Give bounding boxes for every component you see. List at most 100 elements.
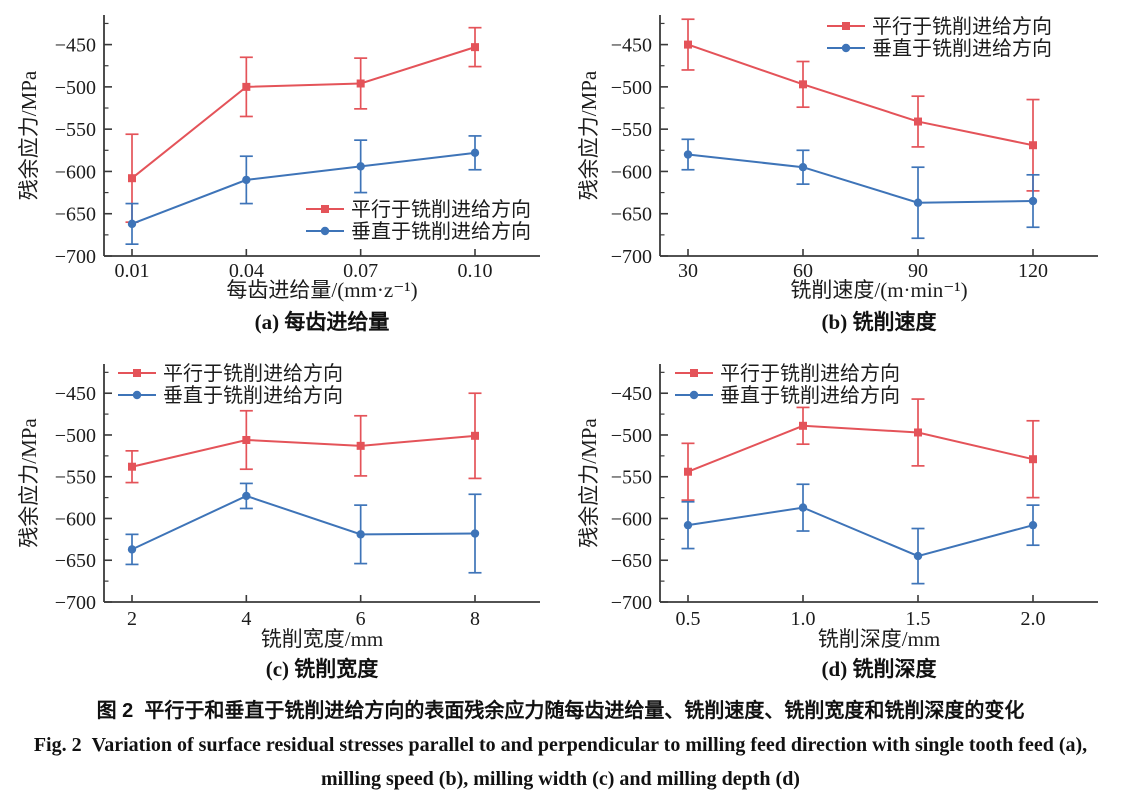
y-tick-label: −550 xyxy=(611,467,652,489)
y-tick-label: −450 xyxy=(611,383,652,405)
x-tick-label: 30 xyxy=(678,260,698,282)
series-line-perpendicular xyxy=(687,153,1034,204)
data-point-circle xyxy=(798,163,808,172)
x-tick-label: 120 xyxy=(1018,260,1048,282)
legend-marker-circle xyxy=(689,390,699,400)
legend-marker-circle xyxy=(132,390,142,400)
data-point-circle xyxy=(913,551,923,561)
data-point-square xyxy=(684,467,692,476)
series-perpendicular xyxy=(681,483,1040,585)
y-tick-label: −550 xyxy=(55,119,96,141)
series-line-perpendicular xyxy=(131,494,476,551)
series-line-perpendicular xyxy=(131,151,476,225)
data-point-circle xyxy=(683,520,693,530)
data-point-square xyxy=(1029,455,1037,464)
y-tick-label: −650 xyxy=(55,204,96,226)
y-tick-label: −550 xyxy=(55,467,96,489)
y-tick-label: −650 xyxy=(611,204,652,226)
x-tick-label: 90 xyxy=(908,260,928,282)
data-point-square xyxy=(914,117,922,126)
data-point-circle xyxy=(127,219,137,229)
data-point-circle xyxy=(798,503,808,512)
series-line-perpendicular xyxy=(687,506,1034,558)
y-axis-label: 残余应力/MPa xyxy=(577,70,601,200)
data-point-circle xyxy=(127,545,137,554)
y-tick-label: −600 xyxy=(611,508,652,530)
data-point-square xyxy=(471,43,479,52)
y-tick-label: −500 xyxy=(55,425,96,447)
data-point-circle xyxy=(242,175,251,185)
series-line-parallel xyxy=(131,434,476,468)
axes-c: −450 −500 −550 −600 −650 −700 2 4 6 8 xyxy=(55,364,540,630)
subplot-d: −450 −500 −550 −600 −650 −700 0.5 1.0 1.5 2.0 残余应力… xyxy=(577,362,1098,681)
figure-caption-zh: 图 2 平行于和垂直于铣削进给方向的表面残余应力随每齿进给量、铣削速度、铣削宽度… xyxy=(96,700,1025,722)
series-line-parallel xyxy=(687,43,1034,147)
y-tick-label: −450 xyxy=(55,35,96,57)
data-point-square xyxy=(799,80,807,89)
data-point-circle xyxy=(1028,196,1038,206)
data-point-square xyxy=(242,435,251,444)
series-line-parallel xyxy=(131,46,476,179)
x-tick-label: 0.01 xyxy=(115,260,150,282)
y-axis-label: 残余应力/MPa xyxy=(577,418,601,548)
panel-caption-a: (a) 每齿进给量 xyxy=(255,310,390,334)
subplot-b: −450 −500 −550 −600 −650 −700 30 60 90 120 残余应力/MP… xyxy=(577,15,1098,334)
y-tick-label: −700 xyxy=(611,592,652,614)
data-point-square xyxy=(799,421,807,430)
legend-label: 平行于铣削进给方向 xyxy=(351,198,531,221)
x-tick-label: 2.0 xyxy=(1021,608,1046,630)
x-tick-label: 60 xyxy=(793,260,813,282)
figure-caption-en-line2: milling speed (b), milling width (c) and… xyxy=(321,768,800,790)
panel-caption-d: (d) 铣削深度 xyxy=(822,657,937,681)
y-tick-label: −500 xyxy=(611,425,652,447)
y-tick-label: −600 xyxy=(55,161,96,183)
charts-grid: −450 −500 −550 −600 −650 −700 0.01 0.04 0.07 0.10… xyxy=(17,15,1098,681)
panel-caption-b: (b) 铣削速度 xyxy=(822,310,937,334)
x-tick-label: 0.04 xyxy=(229,260,264,282)
y-tick-label: −600 xyxy=(611,161,652,183)
subplot-a: −450 −500 −550 −600 −650 −700 0.01 0.04 0.07 0.10… xyxy=(17,15,540,334)
series-line-parallel xyxy=(687,424,1034,473)
x-tick-label: 0.07 xyxy=(343,260,378,282)
data-point-square xyxy=(242,82,251,91)
series-perpendicular xyxy=(125,135,482,246)
data-point-circle xyxy=(356,162,365,171)
y-tick-label: −500 xyxy=(55,77,96,99)
y-tick-label: −700 xyxy=(611,246,652,268)
y-tick-label: −550 xyxy=(611,119,652,141)
data-point-square xyxy=(471,431,479,440)
x-tick-label: 1.5 xyxy=(906,608,931,630)
x-tick-label: 2 xyxy=(127,608,137,630)
legend-marker-square xyxy=(133,369,141,377)
y-tick-label: −700 xyxy=(55,592,96,614)
data-point-circle xyxy=(683,150,693,159)
x-tick-label: 6 xyxy=(356,608,366,630)
data-point-square xyxy=(684,40,692,49)
legend-label: 垂直于铣削进给方向 xyxy=(872,37,1052,60)
y-tick-label: −700 xyxy=(55,246,96,268)
data-point-square xyxy=(356,441,365,450)
series-parallel xyxy=(125,26,482,224)
data-point-circle xyxy=(356,530,365,539)
x-axis-label: 铣削速度/(m·min⁻¹) xyxy=(790,278,967,302)
data-point-square xyxy=(914,428,922,437)
series-parallel xyxy=(125,392,482,484)
y-axis-label: 残余应力/MPa xyxy=(17,70,41,200)
x-axis-label: 铣削深度/mm xyxy=(818,627,941,651)
series-parallel xyxy=(681,398,1040,501)
legend-marker-circle xyxy=(320,226,330,236)
caption-block: 图 2 平行于和垂直于铣削进给方向的表面残余应力随每齿进给量、铣削速度、铣削宽度… xyxy=(0,700,1121,790)
legend-marker-circle xyxy=(841,43,851,53)
x-tick-label: 4 xyxy=(241,608,251,630)
axes-d: −450 −500 −550 −600 −650 −700 0.5 1.0 1.5 2.0 xyxy=(611,364,1098,630)
series-parallel xyxy=(681,18,1040,192)
x-tick-label: 0.10 xyxy=(458,260,493,282)
legend-label: 垂直于铣削进给方向 xyxy=(720,384,900,407)
axes-b: −450 −500 −550 −600 −650 −700 30 60 90 120 xyxy=(611,15,1098,282)
legend-label: 垂直于铣削进给方向 xyxy=(351,220,531,243)
x-tick-label: 1.0 xyxy=(791,608,816,630)
